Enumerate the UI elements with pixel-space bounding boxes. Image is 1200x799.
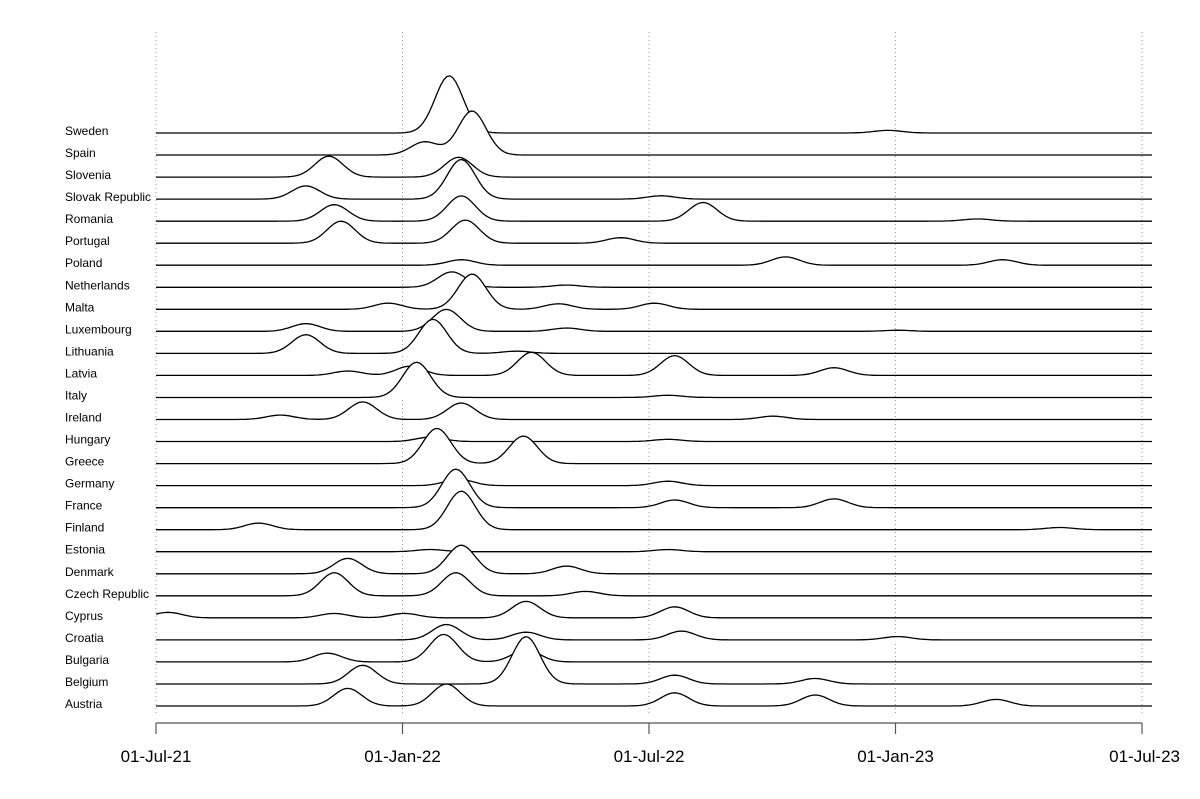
- ridge-fill-austria: [156, 684, 1154, 707]
- ridge-line-belgium: [156, 636, 1152, 685]
- country-label: Hungary: [65, 433, 110, 447]
- country-label: Cyprus: [65, 609, 103, 623]
- ridge-line-denmark: [156, 544, 1152, 575]
- country-label: Lithuania: [65, 344, 114, 358]
- country-label: Portugal: [65, 234, 110, 248]
- country-label: France: [65, 499, 103, 513]
- country-label: Ireland: [65, 411, 102, 425]
- ridge-line-estonia: [156, 548, 1152, 553]
- ridge-fill-greece: [156, 428, 1154, 465]
- ridge-line-poland: [156, 256, 1152, 266]
- country-label: Netherlands: [65, 278, 130, 292]
- ridge-line-finland: [156, 490, 1152, 531]
- x-axis: 01-Jul-21 01-Jan-22 01-Jul-22 01-Jan-23 01-J…: [121, 722, 1180, 766]
- country-label: Spain: [65, 146, 96, 160]
- ridge-line-italy: [156, 361, 1152, 399]
- ridge-line-greece: [156, 427, 1152, 465]
- ridge-fill-slovak-republic: [156, 159, 1154, 201]
- ridge-line-austria: [156, 683, 1152, 707]
- ridge-line-france: [156, 468, 1152, 509]
- country-label: Germany: [65, 477, 114, 491]
- ridge-fill-latvia: [156, 352, 1154, 377]
- ridge-fill-malta: [156, 274, 1154, 311]
- x-tick-label: 01-Jul-22: [614, 747, 685, 766]
- ridge-line-netherlands: [156, 271, 1152, 288]
- ridge-line-latvia: [156, 351, 1152, 377]
- country-label: Estonia: [65, 543, 105, 557]
- ridge-fill-france: [156, 469, 1154, 509]
- country-label: Sweden: [65, 124, 108, 138]
- country-label: Greece: [65, 455, 105, 469]
- country-label: Luxembourg: [65, 322, 132, 336]
- ridge-line-romania: [156, 195, 1152, 222]
- ridge-fill-finland: [156, 491, 1154, 531]
- country-label: Poland: [65, 256, 102, 270]
- ridge-fill-portugal: [156, 220, 1154, 245]
- ridge-line-bulgaria: [156, 633, 1152, 663]
- country-label: Austria: [65, 697, 103, 711]
- country-labels: Sweden Spain Slovenia Slovak Republic Romani…: [65, 124, 151, 711]
- ridge-fill-sweden: [156, 75, 1154, 134]
- ridge-fill-netherlands: [156, 271, 1154, 289]
- ridge-line-hungary: [156, 436, 1152, 443]
- ridge-line-malta: [156, 273, 1152, 310]
- ridge-fill-cyprus: [156, 601, 1154, 619]
- x-tick-label: 01-Jan-23: [857, 747, 934, 766]
- country-label: Slovenia: [65, 168, 111, 182]
- country-label: Italy: [65, 388, 87, 402]
- x-tick-label: 01-Jul-23: [1109, 747, 1180, 766]
- ridge-line-ireland: [156, 401, 1152, 421]
- country-label: Latvia: [65, 366, 97, 380]
- ridges: [155, 75, 1154, 707]
- country-label: Slovak Republic: [65, 190, 151, 204]
- ridge-line-luxembourg: [156, 308, 1152, 332]
- ridge-fill-ireland: [156, 401, 1154, 421]
- country-label: Belgium: [65, 675, 108, 689]
- ridge-fill-italy: [156, 362, 1154, 399]
- country-label: Czech Republic: [65, 587, 149, 601]
- ridge-fill-luxembourg: [156, 309, 1154, 333]
- ridge-line-germany: [156, 478, 1152, 487]
- ridge-line-slovak-republic: [156, 158, 1152, 200]
- ridge-line-czech-republic: [156, 572, 1152, 597]
- country-label: Finland: [65, 521, 104, 535]
- country-label: Denmark: [65, 565, 115, 579]
- ridge-line-spain: [156, 110, 1152, 156]
- ridge-fill-slovenia: [156, 156, 1154, 179]
- country-label: Bulgaria: [65, 653, 109, 667]
- ridge-line-slovenia: [156, 155, 1152, 178]
- ridge-line-lithuania: [156, 318, 1152, 355]
- ridge-line-croatia: [156, 623, 1152, 641]
- ridge-fill-denmark: [156, 545, 1154, 575]
- x-tick-label: 01-Jan-22: [364, 747, 441, 766]
- ridge-line-cyprus: [155, 600, 1152, 619]
- country-label: Croatia: [65, 631, 104, 645]
- country-label: Romania: [65, 212, 113, 226]
- ridge-line-sweden: [156, 75, 1152, 134]
- country-label: Malta: [65, 300, 95, 314]
- x-tick-label: 01-Jul-21: [121, 747, 192, 766]
- ridge-line-portugal: [156, 219, 1152, 244]
